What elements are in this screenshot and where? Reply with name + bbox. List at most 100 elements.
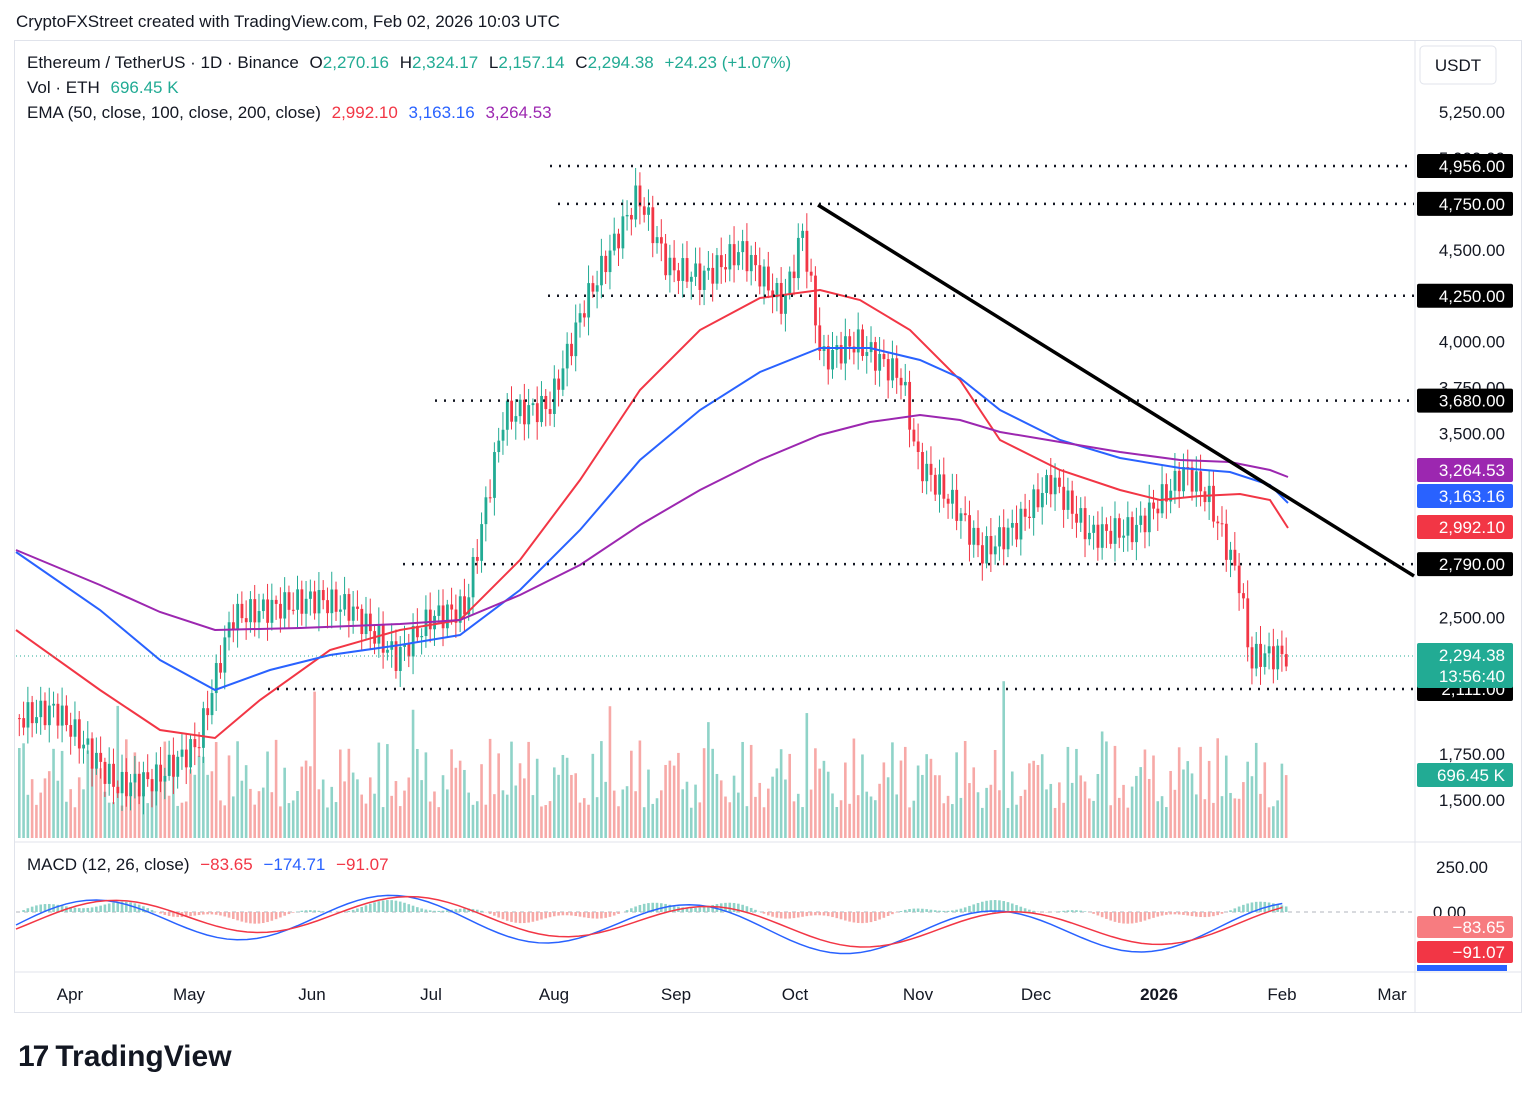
- candle-body: [304, 598, 308, 614]
- volume-bar: [916, 765, 920, 838]
- macd-hist-bar: [403, 902, 406, 912]
- candle-body: [711, 267, 715, 284]
- volume-bar: [942, 803, 946, 838]
- volume-bar: [95, 760, 98, 838]
- macd-hist-bar: [514, 912, 518, 923]
- macd-hist-bar: [874, 912, 877, 921]
- candle-body: [595, 285, 599, 292]
- macd-hist-bar: [107, 903, 111, 912]
- candle-body: [1173, 470, 1177, 491]
- candle-body: [1216, 521, 1220, 524]
- candle-body: [360, 608, 364, 635]
- volume-bar: [630, 750, 633, 838]
- macd-hist-bar: [317, 910, 321, 912]
- volume-bar: [518, 763, 522, 838]
- candle-body: [1109, 530, 1113, 544]
- ema-label[interactable]: EMA (50, close, 100, close, 200, close): [27, 103, 321, 122]
- candle-body: [446, 604, 449, 629]
- candle-body: [895, 358, 899, 378]
- volume-bar: [1117, 797, 1121, 838]
- candle-body: [617, 233, 620, 249]
- macd-hist-bar: [1190, 912, 1194, 917]
- candle-body: [1259, 643, 1262, 667]
- volume-bar: [1224, 755, 1228, 838]
- candle-body: [942, 474, 946, 499]
- macd-hist-bar: [681, 907, 684, 912]
- macd-hist-bar: [1182, 912, 1185, 915]
- macd-hist-bar: [398, 901, 402, 912]
- candle-body: [244, 618, 248, 623]
- volume-bar: [463, 769, 466, 838]
- macd-hist-bar: [373, 902, 376, 912]
- candle-body: [724, 267, 727, 270]
- candle-body: [553, 378, 556, 414]
- volume-bar: [497, 753, 500, 838]
- volume-bar: [1049, 783, 1053, 838]
- candle-body: [1199, 471, 1203, 492]
- candle-body: [647, 207, 650, 215]
- volume-bar: [523, 778, 526, 838]
- macd-hist-bar: [655, 902, 659, 912]
- candle-body: [702, 270, 706, 290]
- candle-body: [266, 599, 270, 623]
- candle-body: [933, 474, 937, 495]
- candle-body: [796, 237, 800, 279]
- volume-bar: [1040, 754, 1044, 838]
- volume-bar: [1066, 746, 1070, 838]
- symbol-label[interactable]: Ethereum / TetherUS · 1D · Binance: [27, 53, 299, 72]
- macd-hist-bar: [951, 910, 954, 912]
- candle-body: [1190, 467, 1194, 492]
- volume-bar: [197, 755, 201, 838]
- macd-hist-bar: [30, 906, 34, 912]
- volume-bar: [394, 781, 398, 838]
- candle-body: [368, 613, 372, 632]
- volume-label[interactable]: Vol · ETH: [27, 78, 100, 97]
- candle-body: [972, 527, 976, 545]
- ema200-line: [15, 413, 1289, 632]
- volume-bar: [351, 772, 355, 838]
- candle-body: [1177, 470, 1181, 492]
- volume-bar: [1130, 786, 1134, 838]
- macd-hist-bar: [925, 909, 928, 912]
- volume-bar: [360, 794, 363, 838]
- time-tick-label: Jul: [420, 985, 442, 1004]
- volume-bar: [672, 765, 676, 838]
- macd-hist-bar: [236, 912, 239, 921]
- macd-label[interactable]: MACD (12, 26, close): [27, 855, 190, 874]
- volume-bar: [1212, 802, 1215, 838]
- candle-body: [257, 611, 261, 623]
- macd-hist-bar: [861, 912, 864, 924]
- macd-hist-bar: [565, 912, 569, 916]
- candle-body: [668, 257, 672, 276]
- macd-hist-bar: [711, 904, 714, 912]
- volume-bar: [1186, 761, 1190, 838]
- candle-body: [458, 596, 462, 623]
- volume-bar: [107, 802, 111, 838]
- volume-bar: [848, 803, 851, 838]
- price-tick-label: 4,000.00: [1439, 333, 1505, 352]
- volume-bar: [510, 741, 513, 838]
- volume-bar: [856, 795, 860, 838]
- macd-hist-bar: [167, 912, 171, 917]
- macd-hist-tag-box: [1417, 916, 1513, 938]
- macd-hist-bar: [189, 912, 192, 917]
- volume-bar: [946, 795, 950, 838]
- tradingview-logo[interactable]: 17 TradingView: [18, 1040, 232, 1074]
- macd-hist-bar: [433, 910, 436, 912]
- macd-hist-bar: [942, 910, 946, 912]
- volume-bar: [1092, 800, 1095, 838]
- candle-body: [903, 381, 907, 386]
- candle-body: [754, 254, 757, 266]
- candle-body: [1195, 471, 1198, 492]
- volume-bar: [300, 766, 304, 838]
- candle-body: [578, 313, 582, 323]
- candle-body: [565, 343, 569, 369]
- macd-hist-bar: [921, 908, 924, 912]
- volume-bar: [737, 792, 740, 838]
- volume-bar: [1032, 760, 1035, 838]
- volume-value: 696.45 K: [110, 78, 179, 97]
- macd-hist-bar: [360, 906, 363, 912]
- volume-bar: [176, 805, 179, 838]
- macd-hist-bar: [163, 912, 167, 915]
